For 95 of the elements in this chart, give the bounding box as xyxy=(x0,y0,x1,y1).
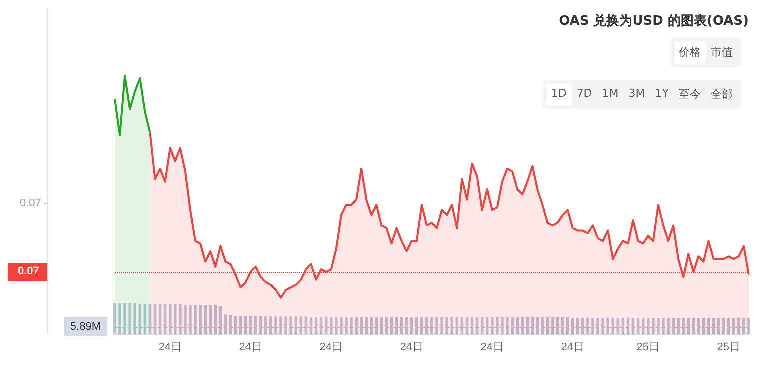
bar xyxy=(360,316,363,334)
x-tick-label: 24日 xyxy=(158,342,182,354)
bar xyxy=(576,318,580,334)
bar xyxy=(114,303,116,334)
text: 0.07 xyxy=(18,266,40,278)
bar xyxy=(254,316,258,334)
annotation: 至今 xyxy=(678,87,702,103)
bar xyxy=(662,318,665,334)
bar xyxy=(596,318,600,334)
bar xyxy=(732,318,736,334)
bar xyxy=(426,317,428,334)
bar xyxy=(345,316,348,334)
bar xyxy=(440,317,444,334)
bar xyxy=(274,316,278,334)
text: 市值 xyxy=(710,45,734,61)
bar xyxy=(606,318,610,334)
bar xyxy=(304,316,308,334)
bar xyxy=(667,318,670,334)
bar xyxy=(270,316,272,334)
bar xyxy=(174,304,177,334)
bar xyxy=(572,318,574,334)
bar xyxy=(209,305,212,334)
annotation: 1D xyxy=(546,83,572,106)
bar xyxy=(496,318,499,334)
bar xyxy=(742,318,746,334)
bar xyxy=(526,318,529,334)
annotation: 3M xyxy=(628,86,646,102)
bar xyxy=(260,316,262,334)
bar xyxy=(340,316,343,334)
x-tick-label: 25日 xyxy=(636,342,660,354)
bar xyxy=(430,317,434,334)
x-tick-label: 24日 xyxy=(561,342,585,354)
bar xyxy=(204,305,207,334)
bar xyxy=(738,318,740,334)
bar xyxy=(284,316,288,334)
bar xyxy=(410,316,414,334)
bar xyxy=(290,316,292,334)
bar xyxy=(335,316,338,334)
bar xyxy=(134,304,137,334)
text: 价格 xyxy=(674,41,706,64)
bar xyxy=(350,316,353,334)
x-tick-label: 24日 xyxy=(320,342,343,354)
bar xyxy=(672,318,675,334)
bar xyxy=(511,318,514,334)
bar xyxy=(416,317,418,334)
bar xyxy=(446,317,448,334)
bar xyxy=(118,303,122,334)
bar xyxy=(154,304,157,334)
bar xyxy=(214,305,218,334)
bar xyxy=(586,318,590,334)
bar xyxy=(264,316,268,334)
bar xyxy=(184,304,187,334)
chart-title: OAS 兑换为USD 的图表(OAS) xyxy=(559,13,749,30)
bar xyxy=(521,318,524,334)
annotation: 1Y xyxy=(654,86,670,102)
x-tick-label: 24日 xyxy=(480,342,504,354)
bar xyxy=(687,318,690,334)
bar xyxy=(712,318,716,334)
text: 0.07 xyxy=(20,198,42,210)
bar xyxy=(148,304,152,334)
bar xyxy=(420,317,424,334)
bar xyxy=(682,318,685,334)
bar xyxy=(370,316,374,334)
x-tick-label: 24日 xyxy=(239,342,262,354)
bar xyxy=(602,318,604,334)
bar xyxy=(124,303,126,334)
bar xyxy=(652,318,655,334)
ref-line-label: 5.89M xyxy=(70,320,101,333)
x-tick-label: 24日 xyxy=(400,342,424,354)
bar xyxy=(179,304,182,334)
bar xyxy=(582,318,584,334)
bar xyxy=(189,304,192,334)
annotation: 全部 xyxy=(710,87,734,103)
annotation: 7D xyxy=(576,86,594,102)
bar xyxy=(556,318,560,334)
bar xyxy=(501,318,504,334)
bar xyxy=(490,317,494,334)
bar xyxy=(506,318,509,334)
bar xyxy=(592,318,594,334)
bar xyxy=(646,318,650,334)
bar xyxy=(128,304,132,334)
bar xyxy=(365,316,368,334)
bar xyxy=(436,317,438,334)
bar xyxy=(450,317,454,334)
bar xyxy=(516,318,519,334)
bar xyxy=(748,318,750,334)
x-tick-label: 25日 xyxy=(717,342,740,354)
bar xyxy=(199,305,202,334)
bar xyxy=(727,318,730,334)
annotation: 1M xyxy=(601,86,620,102)
bar xyxy=(657,318,660,334)
bar xyxy=(677,318,680,334)
bar xyxy=(194,304,197,334)
bar xyxy=(280,316,282,334)
bar xyxy=(355,316,358,334)
